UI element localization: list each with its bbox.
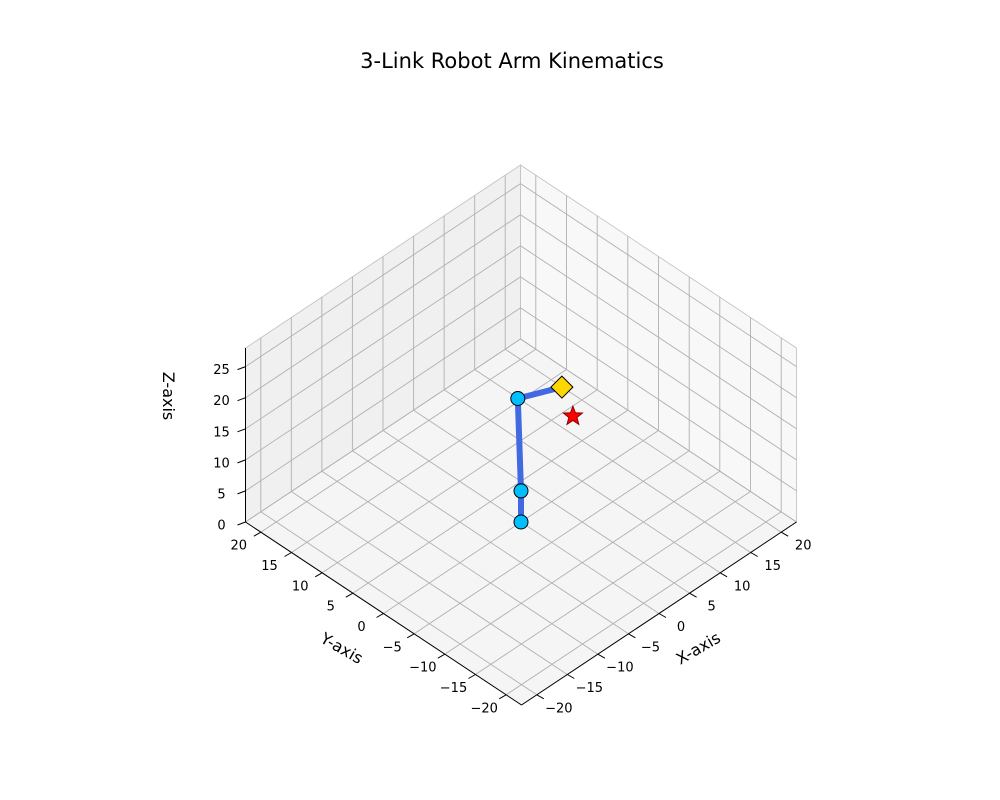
z-tick-label: 0: [217, 519, 225, 534]
grid-line-z-left: [245, 214, 521, 399]
y-tick-mark: [468, 674, 476, 679]
x-tick-label: −5: [641, 640, 660, 655]
grid-line-z-right: [520, 245, 797, 430]
z-tick-label: 10: [213, 456, 230, 471]
z-tick-label: 20: [213, 394, 230, 409]
z-tick-mark: [237, 397, 246, 402]
grid-line-z-right: [520, 276, 797, 461]
y-tick-mark: [284, 552, 292, 557]
z-tick-label: 5: [217, 487, 225, 502]
x-tick-mark: [780, 531, 789, 537]
tick-labels: −20−15−10−505101520−20−15−10−50510152005…: [213, 363, 811, 716]
z-tick-mark: [237, 521, 246, 526]
tick-marks: [237, 366, 789, 700]
x-tick-mark: [536, 694, 545, 700]
x-tick-label: −15: [576, 681, 603, 696]
grid-line-z-right: [520, 338, 797, 523]
z-tick-mark: [237, 366, 246, 371]
grid-line-z-left: [245, 338, 521, 523]
grid-line-y-floor: [413, 409, 690, 594]
y-tick-mark: [345, 592, 354, 598]
x-tick-mark: [689, 592, 697, 598]
y-tick-label: −10: [409, 661, 436, 676]
grid-line-y-floor: [291, 491, 568, 675]
grid-line-z-left: [245, 276, 521, 461]
z-tick-label: 15: [213, 425, 230, 440]
y-tick-mark: [314, 572, 323, 578]
arm-markers: [510, 375, 584, 530]
x-tick-mark: [628, 633, 636, 639]
grid-line-z-right: [520, 307, 797, 492]
y-tick-label: 10: [292, 579, 309, 594]
grid-line-y-floor: [504, 348, 782, 533]
x-tick-label: 5: [707, 600, 715, 615]
x-tick-mark: [658, 613, 667, 618]
x-tick-mark: [719, 572, 728, 578]
grid-line-z-right: [520, 183, 797, 367]
x-tick-label: 15: [764, 559, 781, 574]
grid-lines: [245, 175, 797, 696]
x-tick-label: 10: [734, 579, 751, 594]
grid-line-y-floor: [352, 450, 629, 635]
joint-marker: [513, 483, 529, 499]
grid-line-z-left: [245, 307, 521, 492]
arm-links: [514, 384, 565, 525]
y-tick-mark: [498, 694, 507, 700]
y-tick-mark: [406, 633, 415, 639]
y-tick-label: 5: [327, 600, 335, 615]
grid-line-z-left: [245, 245, 521, 430]
x-tick-mark: [567, 674, 575, 679]
x-tick-label: 0: [677, 620, 685, 635]
x-tick-mark: [597, 653, 606, 659]
z-tick-mark: [237, 428, 246, 433]
z-axis-label: Z-axis: [159, 372, 178, 421]
grid-line-y-floor: [260, 511, 538, 696]
y-tick-label: −15: [440, 681, 467, 696]
y-tick-mark: [437, 653, 446, 659]
z-tick-mark: [237, 459, 246, 464]
grid-line-y-floor: [443, 389, 721, 574]
x-tick-label: 20: [795, 539, 812, 554]
y-tick-mark: [376, 613, 384, 618]
chart-title: 3-Link Robot Arm Kinematics: [360, 49, 664, 73]
joint-marker: [510, 391, 526, 406]
grid-line-z-left: [245, 183, 521, 367]
grid-line-z-right: [520, 214, 797, 399]
arm-link-path: [514, 384, 565, 525]
x-tick-label: −20: [545, 701, 572, 716]
y-tick-mark: [253, 531, 262, 537]
y-tick-label: 0: [357, 620, 365, 635]
joint-marker: [513, 514, 529, 530]
z-tick-mark: [237, 490, 246, 495]
y-tick-label: 20: [231, 539, 248, 554]
z-tick-label: 25: [213, 363, 230, 378]
end-effector-marker: [550, 375, 574, 399]
x-tick-label: −10: [606, 661, 633, 676]
target-marker: [562, 404, 584, 426]
y-tick-label: 15: [261, 559, 278, 574]
y-tick-label: −5: [383, 640, 402, 655]
x-tick-mark: [750, 552, 758, 557]
y-tick-label: −20: [470, 701, 497, 716]
grid-line-y-floor: [321, 470, 599, 655]
